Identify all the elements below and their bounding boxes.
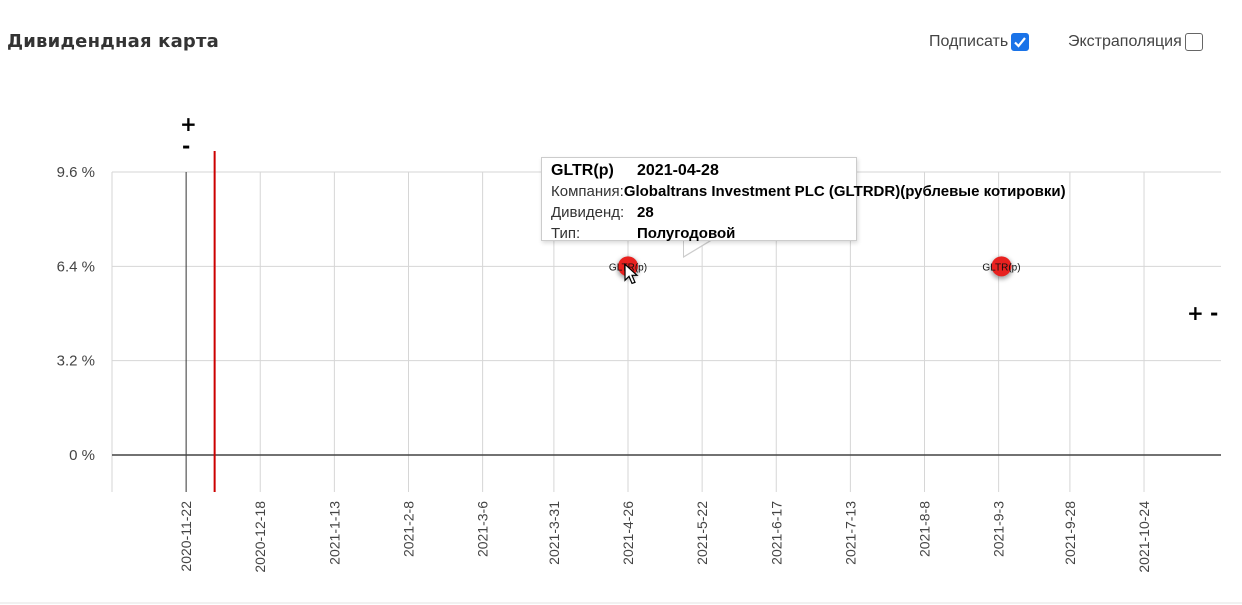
tooltip-type-label: Тип: <box>551 225 581 242</box>
tooltip-pointer-fill <box>684 239 712 256</box>
x-tick-label: 2021-8-8 <box>917 501 933 557</box>
checkmark-icon <box>1014 37 1027 48</box>
y-tick-label: 0 % <box>69 447 95 464</box>
tooltip-dividend: 28 <box>637 204 654 221</box>
tooltip-ticker: GLTR(p) <box>551 161 614 179</box>
y-tick-label: 9.6 % <box>57 164 95 181</box>
tooltip-type-row: Тип: Полугодовой <box>551 223 856 244</box>
mouse-cursor-icon <box>624 262 639 285</box>
page-title: Дивидендная карта <box>7 31 219 52</box>
x-tick-label: 2021-9-28 <box>1062 501 1078 565</box>
tooltip-dividend-row: Дивиденд: 28 <box>551 202 856 223</box>
sign-label: Подписать <box>929 33 1009 50</box>
x-tick-label: 2021-3-31 <box>546 501 562 565</box>
x-tick-label: 2021-3-6 <box>475 501 491 557</box>
x-tick-label: 2021-6-17 <box>768 501 784 565</box>
zoom-in-right-button[interactable]: + <box>1187 301 1204 325</box>
x-tick-label: 2021-1-13 <box>326 501 342 565</box>
extrapolation-checkbox[interactable] <box>1184 33 1203 51</box>
x-tick-label: 2021-5-22 <box>694 501 710 565</box>
tooltip-header-row: GLTR(p) 2021-04-28 <box>551 160 856 181</box>
x-tick-label: 2021-2-8 <box>400 501 416 557</box>
x-tick-label: 2021-4-26 <box>620 501 636 565</box>
tooltip-company-label: Компания: <box>551 183 624 200</box>
zoom-out-left-button[interactable]: - <box>182 134 191 158</box>
x-tick-label: 2020-11-22 <box>178 501 194 572</box>
tooltip-dividend-label: Дивиденд: <box>551 204 625 221</box>
tooltip-date: 2021-04-28 <box>637 161 719 179</box>
extrapolation-option[interactable]: Экстраполяция <box>1068 33 1203 51</box>
data-point <box>991 256 1012 277</box>
x-tick-label: 2021-7-13 <box>842 501 858 565</box>
y-tick-label: 3.2 % <box>57 353 95 370</box>
tooltip-type: Полугодовой <box>637 225 736 242</box>
sign-option[interactable]: Подписать <box>929 33 1030 51</box>
zoom-in-left-button[interactable]: + <box>180 112 197 136</box>
x-tick-label: 2021-10-24 <box>1136 501 1152 573</box>
zoom-out-right-button[interactable]: - <box>1210 301 1219 325</box>
extrapolation-label: Экстраполяция <box>1068 33 1182 50</box>
x-tick-label: 2020-12-18 <box>252 501 268 573</box>
x-tick-label: 2021-9-3 <box>991 501 1007 557</box>
y-tick-label: 6.4 % <box>57 258 95 275</box>
data-point-label: GLTR(p) <box>982 262 1020 273</box>
tooltip-company-row: Компания: Globaltrans Investment PLC (GL… <box>551 181 1066 202</box>
sign-checkbox[interactable] <box>1011 33 1030 51</box>
point-tooltip: GLTR(p) 2021-04-28 Компания: Globaltrans… <box>541 157 1066 244</box>
tooltip-company: Globaltrans Investment PLC (GLTRDR)(рубл… <box>623 183 1066 200</box>
